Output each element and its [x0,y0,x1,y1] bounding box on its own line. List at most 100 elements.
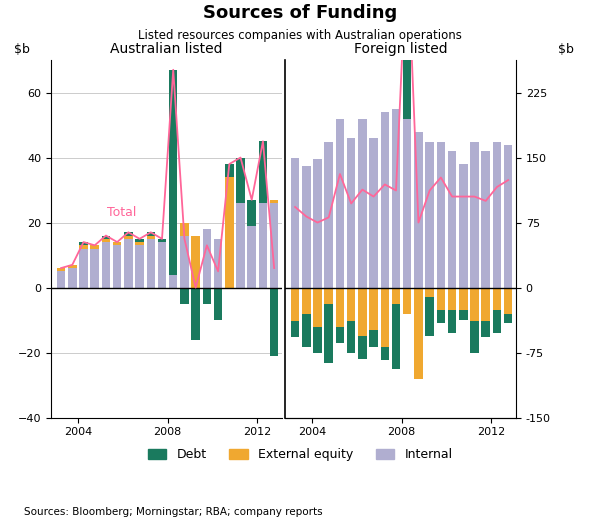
Bar [302,314,311,347]
Bar [79,245,88,248]
Bar [325,288,333,304]
Bar [392,288,400,304]
Bar [392,304,400,369]
Bar [358,288,367,336]
Bar [504,314,512,323]
Bar [414,288,423,378]
Bar [91,248,99,288]
Bar [146,232,155,235]
Bar [136,242,144,245]
Bar [481,151,490,288]
Bar [113,245,121,288]
Bar [325,304,333,363]
Bar [425,288,434,297]
Bar [247,200,256,226]
Text: Sources of Funding: Sources of Funding [203,4,397,22]
Bar [191,235,200,288]
Bar [113,242,121,245]
Bar [493,288,501,310]
Bar [403,0,412,118]
Bar [270,288,278,356]
Bar [313,327,322,352]
Bar [504,145,512,288]
Bar [437,142,445,288]
Bar [270,203,278,288]
Bar [403,118,412,288]
Bar [313,288,322,327]
Text: $b: $b [557,43,574,56]
Bar [79,242,88,245]
Bar [169,70,178,275]
Bar [347,321,355,353]
Text: Listed resources companies with Australian operations: Listed resources companies with Australi… [138,29,462,42]
Bar [470,321,479,353]
Bar [291,321,299,337]
Bar [124,232,133,235]
Legend: Debt, External equity, Internal: Debt, External equity, Internal [143,443,457,466]
Text: Sources: Bloomberg; Morningstar; RBA; company reports: Sources: Bloomberg; Morningstar; RBA; co… [24,507,323,517]
Bar [347,288,355,321]
Bar [414,132,423,288]
Bar [470,288,479,321]
Bar [136,245,144,288]
Title: Foreign listed: Foreign listed [353,42,448,56]
Bar [302,166,311,288]
Bar [459,164,467,288]
Bar [459,310,467,319]
Bar [370,330,378,347]
Bar [481,288,490,321]
Bar [291,288,299,321]
Bar [425,297,434,336]
Bar [101,239,110,242]
Bar [380,288,389,347]
Bar [225,177,233,288]
Bar [470,142,479,288]
Bar [180,288,189,304]
Bar [291,158,299,288]
Bar [124,235,133,239]
Bar [335,118,344,288]
Text: Total: Total [107,206,136,219]
Bar [335,288,344,327]
Bar [358,118,367,288]
Bar [504,288,512,314]
Bar [236,203,245,288]
Bar [437,310,445,323]
Bar [158,242,166,288]
Bar [259,203,267,288]
Bar [370,288,378,330]
Bar [169,275,178,288]
Bar [259,141,267,203]
Bar [392,109,400,288]
Bar [146,235,155,239]
Bar [225,164,233,177]
Bar [158,239,166,242]
Bar [236,158,245,203]
Bar [91,245,99,248]
Bar [448,288,457,310]
Bar [425,142,434,288]
Bar [358,336,367,359]
Bar [403,288,412,314]
Bar [101,242,110,288]
Text: $b: $b [14,43,30,56]
Bar [214,239,223,288]
Bar [146,239,155,288]
Bar [302,288,311,314]
Bar [335,327,344,343]
Bar [101,235,110,239]
Bar [203,229,211,288]
Bar [180,222,189,235]
Bar [380,347,389,360]
Bar [124,239,133,288]
Bar [347,138,355,288]
Bar [481,321,490,337]
Bar [191,288,200,340]
Bar [180,235,189,288]
Bar [57,271,65,288]
Bar [313,159,322,288]
Bar [214,288,223,320]
Bar [437,288,445,310]
Bar [270,200,278,203]
Bar [325,142,333,288]
